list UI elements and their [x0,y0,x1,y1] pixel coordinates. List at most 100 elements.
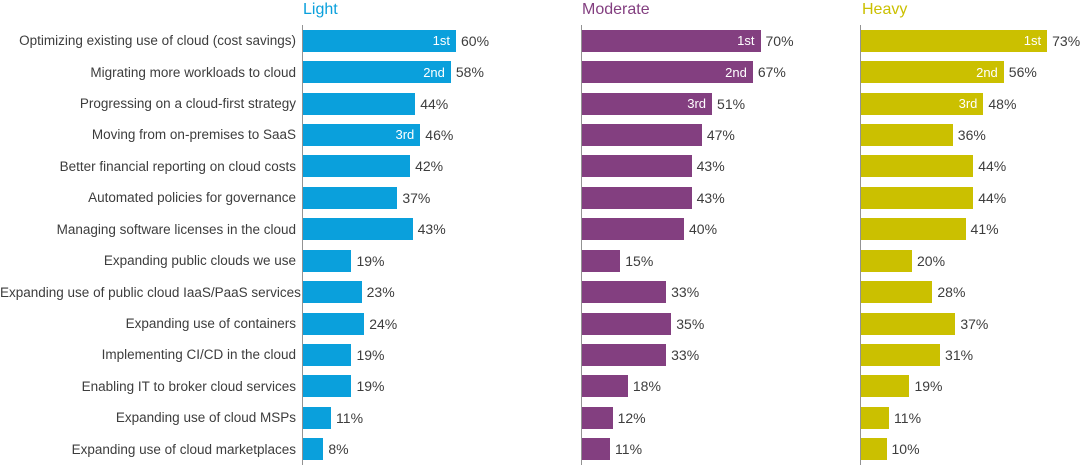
value-label: 44% [978,189,1007,206]
category-label: Better financial reporting on cloud cost… [59,158,296,174]
bar: 2nd [303,61,451,84]
category-label: Expanding public clouds we use [103,253,296,269]
chart-rows: Optimizing existing use of cloud (cost s… [0,25,1080,465]
value-label: 12% [617,409,646,426]
category-row: Expanding use of cloud MSPs 11% 12% 11% [0,402,1080,434]
bar-cell: 37% [860,307,1080,340]
value-label: 11% [894,409,922,426]
category-label: Expanding use of public cloud IaaS/PaaS … [0,284,301,300]
value-label: 73% [1052,32,1080,49]
rank-badge: 3rd [395,127,415,143]
bar-cell: 20% [860,244,1080,277]
category-row: Expanding use of containers 24% 35% 37% [0,307,1080,340]
bar [861,343,941,366]
bar-cell: 33% [581,276,860,308]
bar-cell: 3rd 48% [860,87,1080,120]
category-row: Enabling IT to broker cloud services 19% 1… [0,370,1080,403]
bar [861,406,890,429]
category-row: Moving from on-premises to SaaS 3rd 46% 47%… [0,119,1080,151]
value-label: 11% [336,409,364,426]
bar [303,281,362,304]
category-label: Expanding use of cloud marketplaces [71,441,296,457]
value-label: 42% [415,158,444,175]
bar [582,186,692,209]
rank-badge: 1st [737,33,755,49]
category-row: Optimizing existing use of cloud (cost s… [0,25,1080,57]
bar [303,438,324,461]
bar-cell: 41% [860,213,1080,245]
rank-badge: 2nd [423,64,445,80]
bar: 3rd [861,92,984,115]
category-row: Expanding use of cloud marketplaces 8% 11%… [0,433,1080,465]
bar [861,438,887,461]
bar [861,249,912,272]
bar [861,281,933,304]
rank-badge: 3rd [958,96,978,112]
bar [303,155,411,178]
value-label: 8% [328,441,349,458]
value-label: 36% [957,126,986,143]
bar [303,406,332,429]
bar: 3rd [303,123,421,146]
bar-cell: 12% [581,402,860,434]
bar-cell: 35% [581,307,860,340]
rank-badge: 1st [432,33,450,49]
bar-cell: 43% [581,182,860,214]
bar-cell: 11% [302,402,581,434]
value-label: 43% [417,221,446,238]
category-label: Implementing CI/CD in the cloud [101,347,296,363]
category-row: Automated policies for governance 37% 43% 4… [0,182,1080,214]
category-label: Moving from on-premises to SaaS [91,127,296,143]
bar-cell: 19% [302,339,581,371]
bar-cell: 37% [302,182,581,214]
value-label: 51% [717,95,746,112]
value-label: 41% [970,221,999,238]
value-label: 33% [671,284,700,301]
bar-cell: 1st 70% [581,25,860,57]
bar-cell: 11% [581,433,860,465]
bar [861,155,974,178]
bar-cell: 10% [860,433,1080,465]
category-row: Expanding use of public cloud IaaS/PaaS … [0,276,1080,308]
bar [303,249,352,272]
value-label: 70% [765,32,794,49]
bar [861,123,953,146]
bar [582,281,667,304]
value-label: 37% [402,189,431,206]
value-label: 58% [455,64,484,81]
bar: 1st [303,29,456,52]
bar-cell: 47% [581,119,860,151]
value-label: 15% [625,252,654,269]
bar [303,218,413,241]
bar-cell: 44% [860,150,1080,183]
bar [303,92,416,115]
bar: 2nd [861,61,1004,84]
bar-cell: 19% [302,370,581,403]
value-label: 46% [425,126,454,143]
bar-cell: 24% [302,307,581,340]
bar [582,218,684,241]
category-label: Expanding use of cloud MSPs [115,410,296,426]
category-label: Managing software licenses in the cloud [56,221,296,237]
rank-badge: 2nd [725,64,747,80]
panel-header-moderate: Moderate [582,1,650,18]
bar [582,312,672,335]
bar-cell: 8% [302,433,581,465]
bar: 1st [861,29,1048,52]
category-row: Migrating more workloads to cloud 2nd 58% 2… [0,56,1080,88]
panel-header-heavy: Heavy [862,1,908,18]
value-label: 10% [891,441,920,458]
bar [582,155,692,178]
bar-cell: 44% [302,87,581,120]
value-label: 56% [1008,64,1037,81]
bar [303,343,352,366]
bar [861,186,974,209]
value-label: 47% [706,126,735,143]
value-label: 43% [696,158,725,175]
bar [861,312,956,335]
bar-cell: 2nd 67% [581,56,860,88]
bar-cell: 15% [581,244,860,277]
value-label: 18% [632,378,661,395]
bar-cell: 44% [860,182,1080,214]
value-label: 19% [356,252,385,269]
